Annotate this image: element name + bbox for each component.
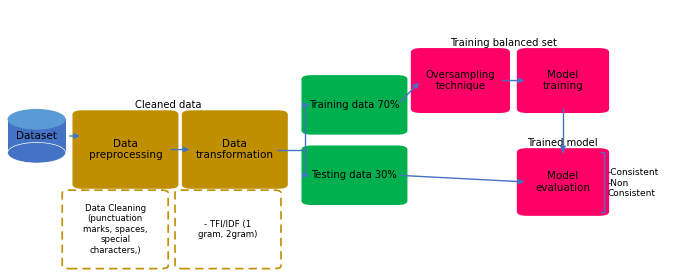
Text: -Consistent
-Non
Consistent: -Consistent -Non Consistent	[608, 168, 659, 198]
FancyBboxPatch shape	[175, 190, 281, 268]
FancyBboxPatch shape	[411, 48, 510, 113]
Text: Data
transformation: Data transformation	[196, 139, 274, 160]
Ellipse shape	[8, 143, 66, 163]
Text: Trained model: Trained model	[527, 138, 598, 148]
FancyBboxPatch shape	[73, 110, 178, 189]
FancyBboxPatch shape	[301, 75, 408, 135]
Text: Oversampling
technique: Oversampling technique	[425, 70, 495, 91]
Text: Testing data 30%: Testing data 30%	[312, 170, 397, 180]
Text: Model
evaluation: Model evaluation	[536, 171, 590, 193]
Text: Model
training: Model training	[543, 70, 584, 91]
Text: Training data 70%: Training data 70%	[309, 100, 399, 110]
Text: - TFI/IDF (1
gram, 2gram): - TFI/IDF (1 gram, 2gram)	[199, 220, 258, 239]
FancyBboxPatch shape	[301, 146, 408, 205]
Text: Data Cleaning
(punctuation
marks, spaces,
special
characters,): Data Cleaning (punctuation marks, spaces…	[83, 204, 147, 255]
FancyBboxPatch shape	[182, 110, 288, 189]
Text: Dataset: Dataset	[16, 131, 57, 141]
Text: Cleaned data: Cleaned data	[135, 100, 201, 110]
Ellipse shape	[8, 109, 66, 129]
Text: Training balanced set: Training balanced set	[450, 38, 557, 48]
FancyBboxPatch shape	[62, 190, 169, 268]
FancyBboxPatch shape	[516, 48, 609, 113]
Text: Data
preprocessing: Data preprocessing	[88, 139, 162, 160]
Bar	[8, 119, 66, 153]
FancyBboxPatch shape	[516, 148, 609, 216]
